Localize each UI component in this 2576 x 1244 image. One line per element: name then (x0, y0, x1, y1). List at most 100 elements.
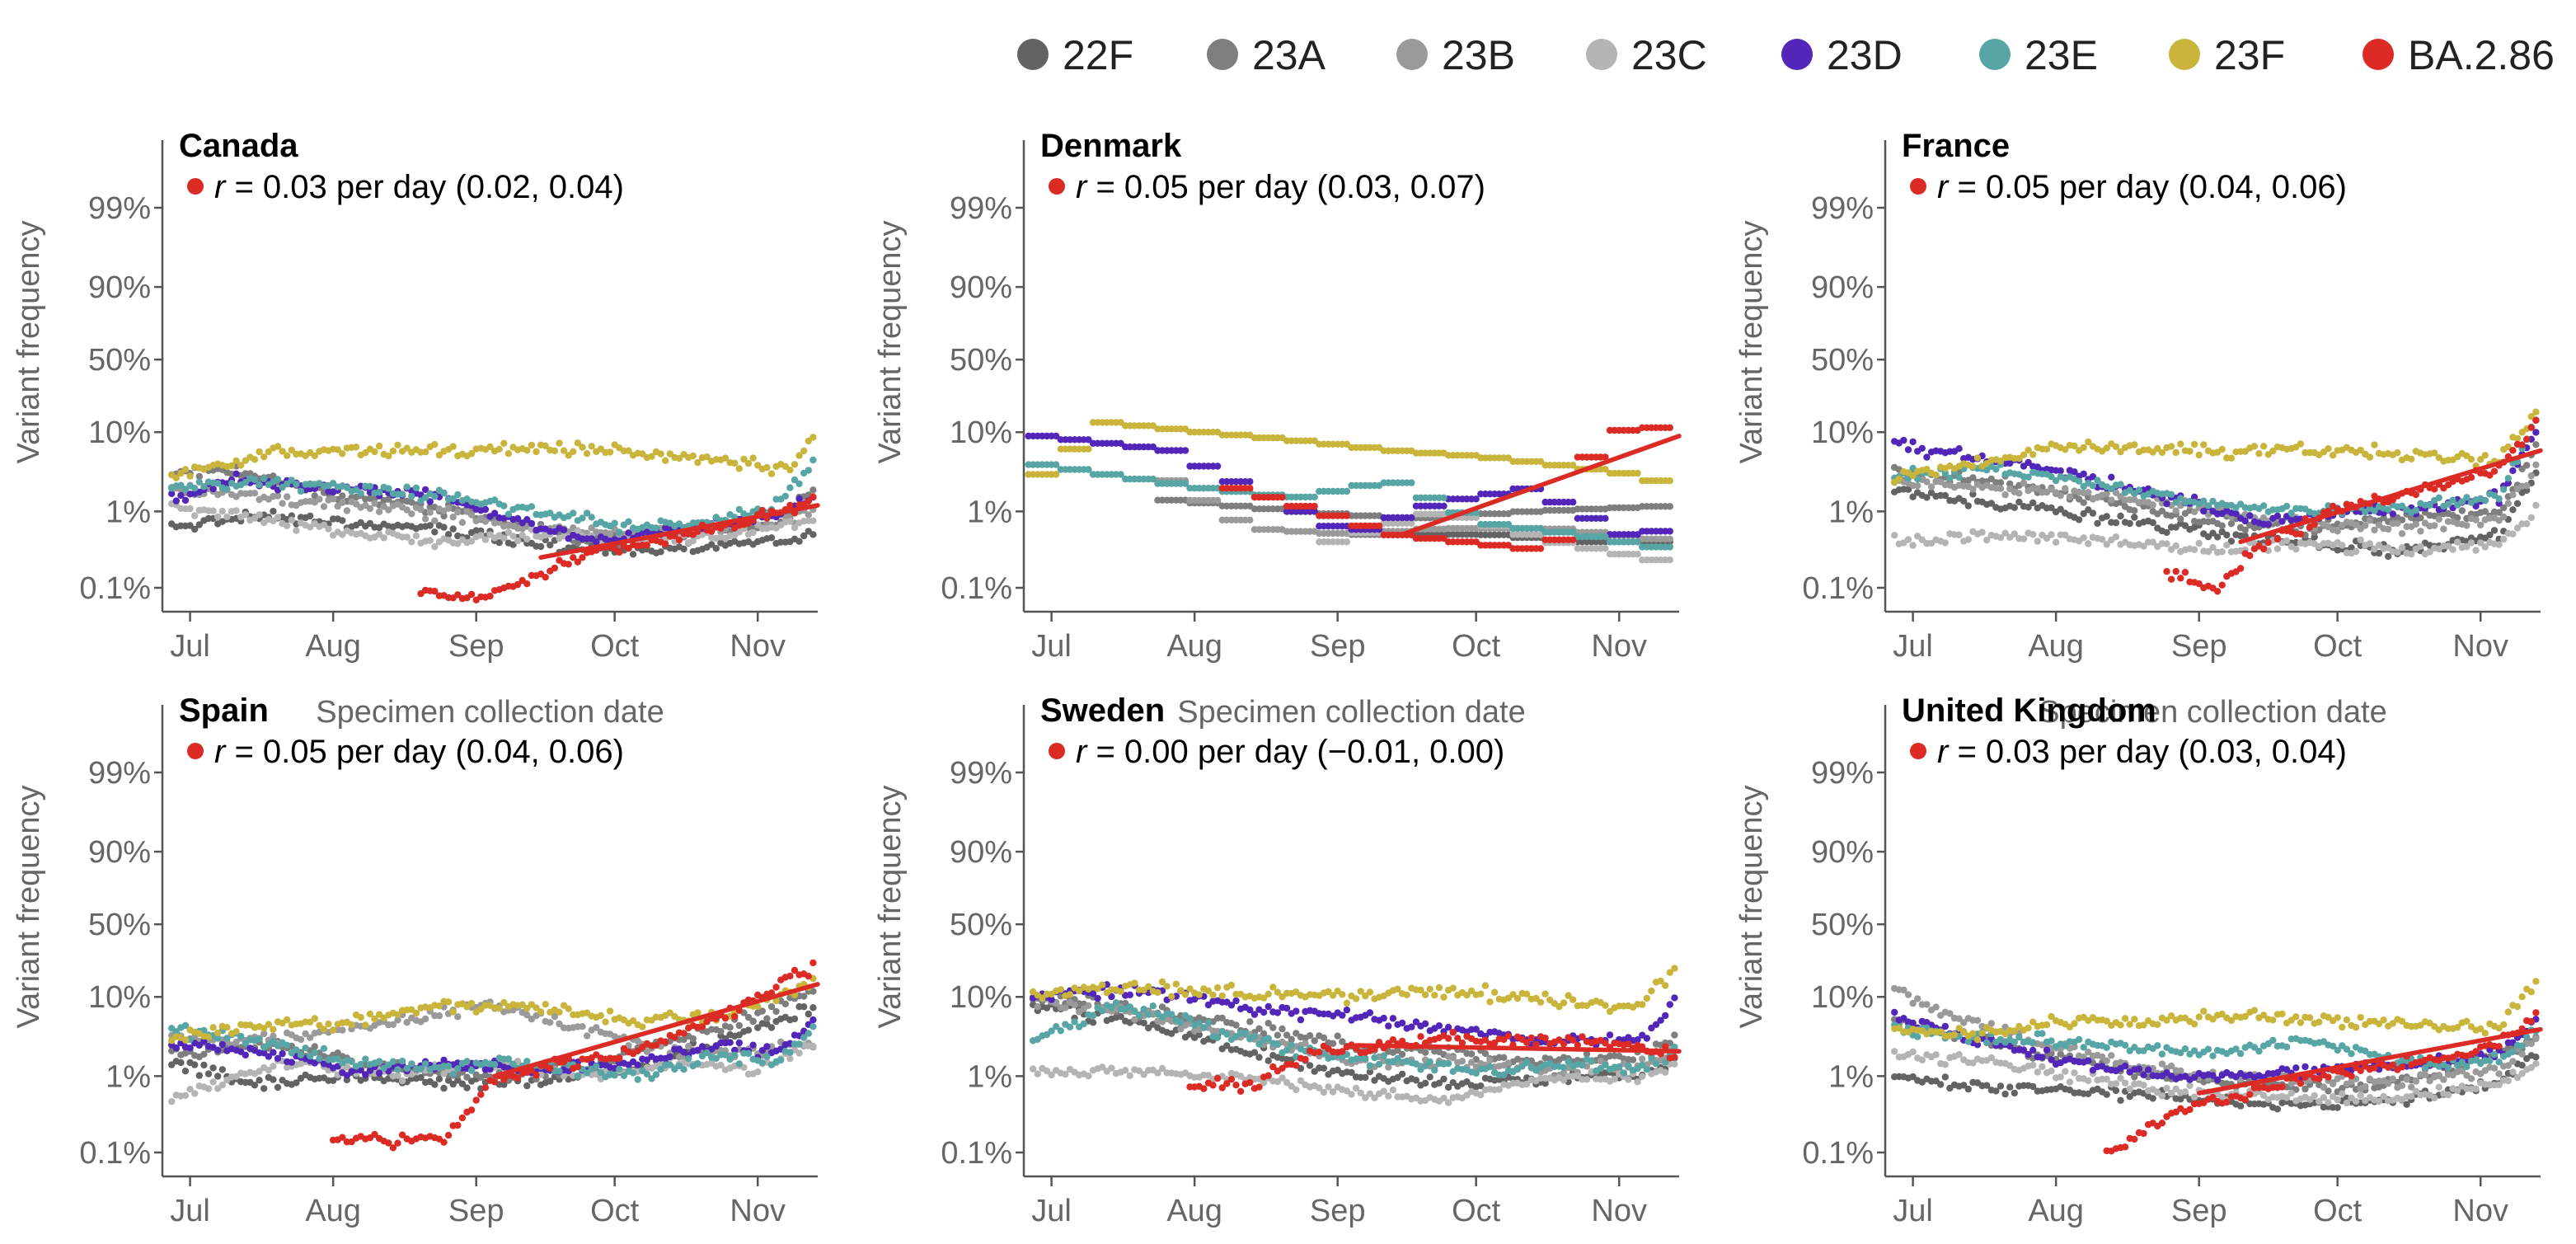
data-point (2112, 443, 2120, 451)
data-point (431, 1081, 439, 1088)
data-point (2117, 481, 2124, 488)
data-point (293, 1079, 300, 1087)
data-point (2163, 568, 2170, 575)
data-point (2209, 497, 2217, 505)
data-point (284, 452, 291, 459)
data-point (237, 1032, 245, 1040)
data-point (454, 1064, 462, 1073)
data-point (2112, 519, 2120, 527)
data-point (1629, 1056, 1637, 1063)
data-point (316, 495, 323, 503)
data-point (805, 1030, 812, 1037)
data-point (588, 443, 595, 450)
data-point (449, 525, 457, 533)
data-point (440, 1070, 448, 1077)
data-point (1495, 1086, 1503, 1093)
data-point (731, 459, 739, 467)
data-point (2467, 473, 2475, 481)
data-point (606, 448, 614, 456)
data-point (625, 518, 632, 525)
legend-marker (1396, 39, 1428, 70)
data-point (542, 574, 549, 581)
data-point (2103, 490, 2110, 497)
data-point (366, 1067, 374, 1074)
data-point (168, 490, 176, 497)
data-point (2200, 441, 2208, 448)
data-point (260, 475, 268, 482)
data-point (2264, 520, 2272, 528)
data-point (671, 1034, 678, 1041)
legend-item-ba286: BA.2.86 (2363, 32, 2555, 78)
data-point (426, 498, 434, 505)
data-point (375, 489, 383, 496)
data-point (2213, 588, 2222, 595)
data-point (749, 528, 757, 537)
series-layer (168, 434, 817, 603)
data-point (1463, 1091, 1471, 1099)
data-point (195, 472, 203, 481)
data-point (625, 529, 632, 537)
data-point (1467, 1059, 1476, 1066)
data-point (284, 522, 291, 529)
data-point (186, 522, 194, 529)
data-point (809, 531, 817, 538)
data-point (2504, 500, 2512, 507)
legend-item-23e: 23E (1979, 32, 2098, 78)
data-point (1634, 469, 1641, 477)
data-point (805, 511, 812, 519)
data-point (467, 511, 476, 519)
data-point (708, 528, 716, 535)
data-point (791, 1015, 799, 1023)
data-point (1602, 545, 1609, 552)
data-point (763, 1053, 771, 1060)
data-point (435, 1012, 443, 1020)
data-point (2246, 552, 2254, 560)
data-point (200, 483, 208, 491)
data-point (685, 1042, 692, 1050)
data-point (325, 1020, 332, 1028)
data-point (1923, 453, 1931, 461)
data-point (209, 1064, 217, 1072)
data-point (2195, 539, 2203, 547)
data-point (1426, 1073, 1433, 1081)
x-tick-label: Sep (1310, 629, 1366, 664)
data-point (2223, 542, 2231, 549)
data-point (256, 481, 263, 489)
data-point (2108, 496, 2115, 504)
data-point (2366, 540, 2374, 547)
data-point (279, 500, 286, 507)
data-point (602, 1018, 609, 1026)
x-tick-label: Oct (590, 629, 640, 664)
y-tick-label: 0.1% (79, 571, 151, 606)
data-point (2513, 500, 2522, 507)
data-point (2477, 521, 2485, 529)
data-point (504, 528, 513, 536)
data-point (1362, 1094, 1369, 1101)
data-point (2297, 440, 2305, 448)
data-point (560, 526, 568, 534)
data-point (2149, 519, 2156, 527)
data-point (2186, 448, 2194, 455)
data-point (740, 455, 748, 463)
data-point (791, 966, 799, 974)
data-point (579, 1023, 586, 1030)
data-point (1352, 1084, 1360, 1092)
data-point (1969, 486, 1977, 493)
data-point (2278, 518, 2286, 525)
data-point (2287, 509, 2295, 517)
data-point (2200, 507, 2208, 515)
data-point (467, 1067, 476, 1074)
data-point (2375, 549, 2383, 557)
series-layer (1030, 965, 1678, 1106)
data-point (191, 512, 199, 519)
rate-text: r = 0.05 per day (0.03, 0.07) (1076, 169, 1485, 205)
data-point (1089, 1019, 1097, 1026)
data-point (2532, 461, 2540, 468)
data-point (1914, 481, 1921, 490)
data-point (1666, 424, 1674, 431)
data-point (270, 508, 277, 515)
data-point (611, 1072, 618, 1079)
data-point (274, 1054, 282, 1063)
data-point (726, 1055, 734, 1063)
data-point (2071, 468, 2078, 476)
